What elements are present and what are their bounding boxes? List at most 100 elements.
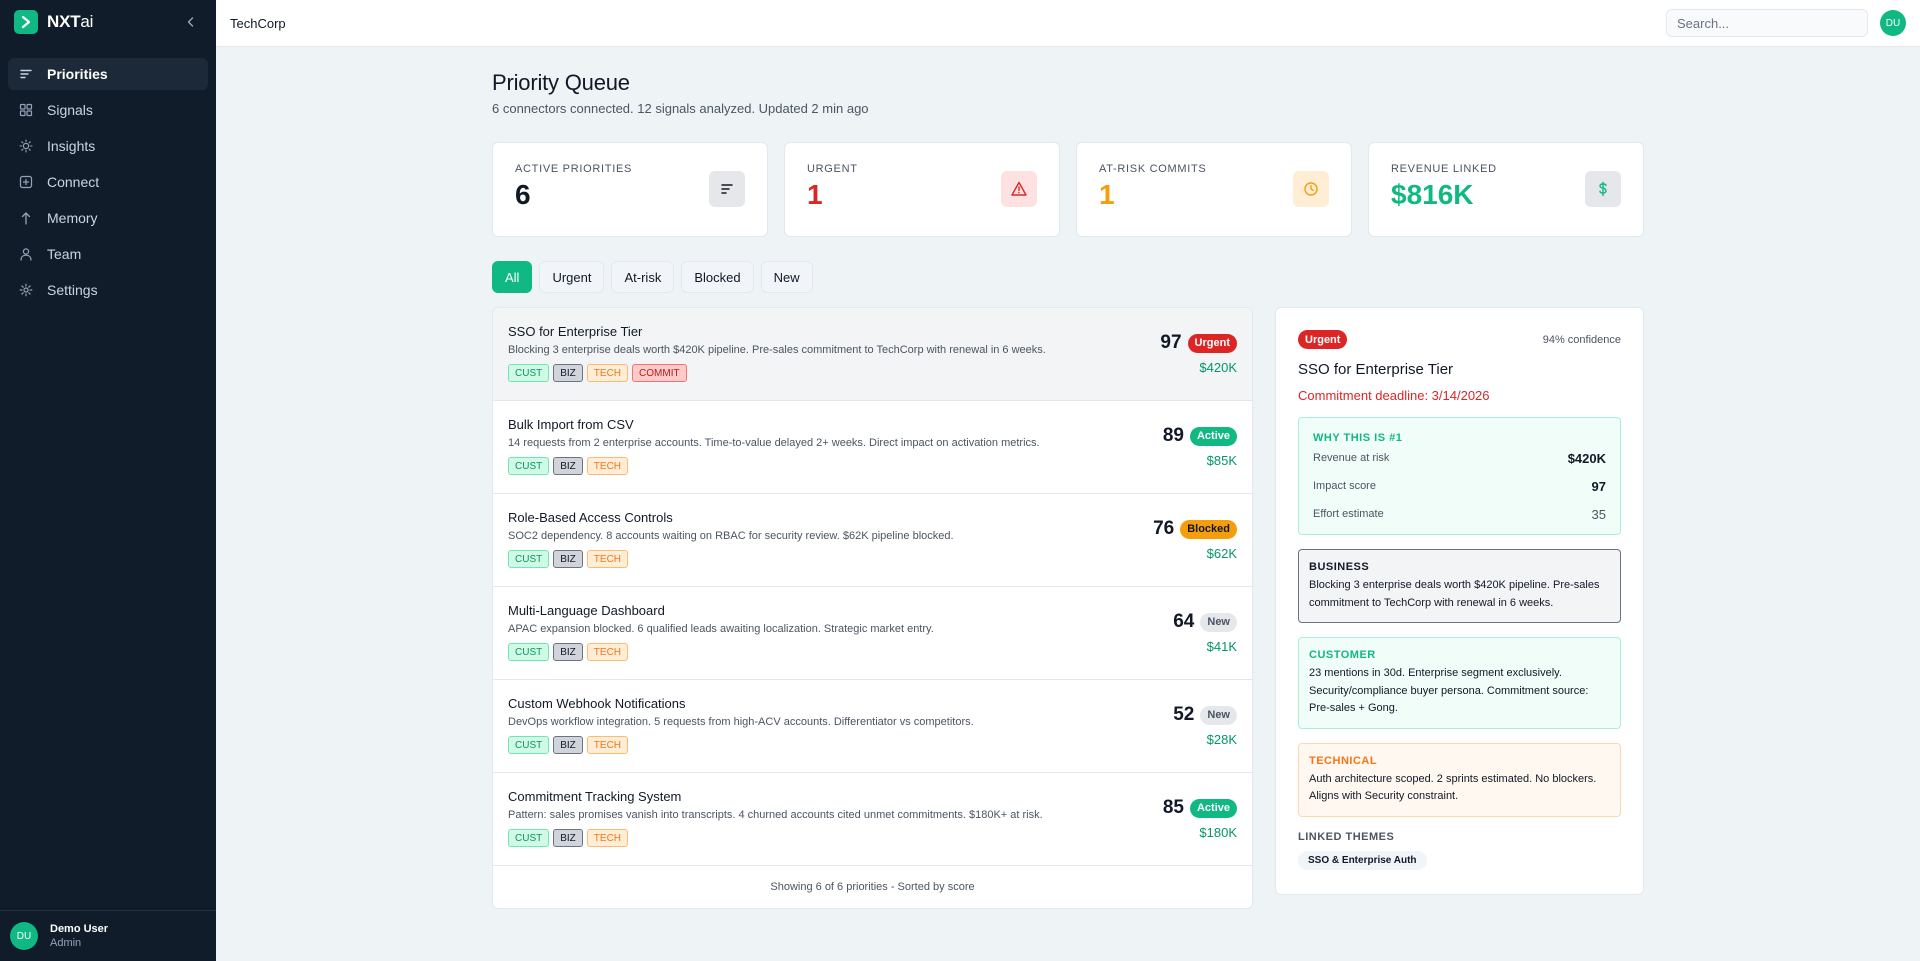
- priority-score: 89: [1162, 425, 1184, 446]
- stat-card-at-risk-commits: AT-RISK COMMITS 1: [1076, 142, 1352, 237]
- avatar: DU: [10, 922, 38, 950]
- sidebar-item-connect[interactable]: Connect: [8, 166, 208, 198]
- alert-triangle-icon: [1001, 171, 1037, 207]
- stat-label: REVENUE LINKED: [1391, 163, 1497, 175]
- section-text: Auth architecture scoped. 2 sprints esti…: [1309, 772, 1597, 803]
- status-badge: Active: [1189, 426, 1237, 446]
- priority-revenue: $180K: [1199, 825, 1237, 840]
- dollar-icon: [1585, 171, 1621, 207]
- stat-value: 1: [807, 179, 823, 210]
- priority-title: Multi-Language Dashboard: [508, 603, 665, 618]
- user-name: Demo User: [50, 923, 109, 935]
- priority-row[interactable]: Role-Based Access Controls SOC2 dependen…: [493, 494, 1252, 587]
- priority-score: 76: [1153, 518, 1175, 539]
- priority-title: Commitment Tracking System: [508, 789, 682, 804]
- priority-revenue: $85K: [1206, 453, 1237, 468]
- search-input[interactable]: [1666, 9, 1868, 37]
- section-heading: CUSTOMER: [1309, 649, 1376, 661]
- stat-value: $816K: [1391, 179, 1474, 210]
- user-menu[interactable]: DU Demo User Admin: [0, 910, 216, 961]
- sidebar-item-label: Team: [47, 246, 82, 262]
- avatar[interactable]: DU: [1880, 10, 1906, 36]
- filter-all[interactable]: All: [492, 261, 533, 293]
- priority-description: Pattern: sales promises vanish into tran…: [508, 809, 1043, 821]
- sidebar-item-memory[interactable]: Memory: [8, 202, 208, 234]
- tag-cust: CUST: [508, 829, 550, 847]
- tag-tech: TECH: [586, 550, 629, 568]
- priority-title: Bulk Import from CSV: [508, 417, 634, 432]
- status-badge: New: [1200, 612, 1237, 632]
- list-icon: [709, 171, 745, 207]
- tag-biz: BIZ: [553, 829, 583, 847]
- tag-cust: CUST: [508, 550, 550, 568]
- filter-blocked[interactable]: Blocked: [681, 261, 754, 293]
- tag-tech: TECH: [586, 364, 629, 382]
- status-badge: New: [1200, 705, 1237, 725]
- filter-new[interactable]: New: [760, 261, 813, 293]
- sidebar-item-team[interactable]: Team: [8, 238, 208, 270]
- workspace-name: TechCorp: [230, 15, 286, 31]
- logo-icon[interactable]: [14, 10, 38, 34]
- tag-biz: BIZ: [553, 457, 583, 475]
- priority-detail-panel: Urgent 94% confidence SSO for Enterprise…: [1275, 307, 1644, 895]
- why-this-is-first-box: WHY THIS IS #1 Revenue at risk $420K Imp…: [1298, 417, 1621, 535]
- sidebar-item-priorities[interactable]: Priorities: [8, 58, 208, 90]
- priority-title: Custom Webhook Notifications: [508, 696, 686, 711]
- grid-icon: [18, 102, 34, 118]
- brand: NXTai: [0, 0, 216, 44]
- tag-cust: CUST: [508, 736, 550, 754]
- sidebar-item-label: Insights: [47, 138, 96, 154]
- priority-title: SSO for Enterprise Tier: [508, 324, 643, 339]
- sidebar-item-signals[interactable]: Signals: [8, 94, 208, 126]
- priority-row[interactable]: Multi-Language Dashboard APAC expansion …: [493, 587, 1252, 680]
- priority-row[interactable]: Commitment Tracking System Pattern: sale…: [493, 773, 1252, 866]
- sidebar-item-settings[interactable]: Settings: [8, 274, 208, 306]
- priority-description: 14 requests from 2 enterprise accounts. …: [508, 437, 1040, 449]
- stat-card-urgent: URGENT 1: [784, 142, 1060, 237]
- detail-title: SSO for Enterprise Tier: [1298, 361, 1454, 378]
- collapse-sidebar-button[interactable]: [180, 11, 202, 33]
- priority-revenue: $420K: [1199, 360, 1237, 375]
- tag-cust: CUST: [508, 643, 550, 661]
- tag-cust: CUST: [508, 364, 550, 382]
- metric-label: Effort estimate: [1313, 508, 1384, 520]
- filter-urgent[interactable]: Urgent: [539, 261, 605, 293]
- stat-label: AT-RISK COMMITS: [1099, 163, 1207, 175]
- priority-row[interactable]: Bulk Import from CSV 14 requests from 2 …: [493, 401, 1252, 494]
- page-title: Priority Queue: [492, 70, 630, 95]
- priority-title: Role-Based Access Controls: [508, 510, 673, 525]
- list-footer: Showing 6 of 6 priorities - Sorted by sc…: [770, 881, 975, 893]
- priority-description: APAC expansion blocked. 6 qualified lead…: [508, 623, 934, 635]
- tag-tech: TECH: [586, 736, 629, 754]
- user-role: Admin: [50, 937, 82, 949]
- priority-description: DevOps workflow integration. 5 requests …: [508, 716, 974, 728]
- linked-themes-heading: LINKED THEMES: [1298, 830, 1395, 843]
- tag-tech: TECH: [586, 829, 629, 847]
- theme-chip[interactable]: SSO & Enterprise Auth: [1298, 850, 1427, 870]
- stat-label: URGENT: [807, 163, 858, 175]
- priority-score: 85: [1162, 797, 1184, 818]
- filter-chips: All Urgent At-risk Blocked New: [492, 261, 1644, 293]
- metric-value: 97: [1591, 478, 1606, 494]
- metric-label: Revenue at risk: [1313, 452, 1390, 464]
- sidebar: NXTai Priorities Signals Insights Connec…: [0, 0, 216, 961]
- stat-card-active-priorities: ACTIVE PRIORITIES 6: [492, 142, 768, 237]
- tag-biz: BIZ: [553, 364, 583, 382]
- priority-score: 64: [1173, 611, 1195, 632]
- plus-square-icon: [18, 174, 34, 190]
- bulb-icon: [18, 138, 34, 154]
- sidebar-item-insights[interactable]: Insights: [8, 130, 208, 162]
- priority-row[interactable]: SSO for Enterprise Tier Blocking 3 enter…: [493, 308, 1252, 401]
- section-text: 23 mentions in 30d. Enterprise segment e…: [1309, 667, 1589, 714]
- technical-box: TECHNICAL Auth architecture scoped. 2 sp…: [1298, 742, 1621, 817]
- priority-revenue: $28K: [1206, 732, 1237, 747]
- stat-label: ACTIVE PRIORITIES: [515, 163, 633, 175]
- gear-icon: [18, 282, 34, 298]
- page-subtitle: 6 connectors connected. 12 signals analy…: [492, 101, 869, 116]
- status-badge: Urgent: [1187, 333, 1237, 353]
- priority-score: 52: [1173, 704, 1195, 725]
- priority-row[interactable]: Custom Webhook Notifications DevOps work…: [493, 680, 1252, 773]
- section-heading: BUSINESS: [1309, 561, 1370, 573]
- topbar: TechCorp DU: [216, 0, 1920, 47]
- filter-at-risk[interactable]: At-risk: [611, 261, 675, 293]
